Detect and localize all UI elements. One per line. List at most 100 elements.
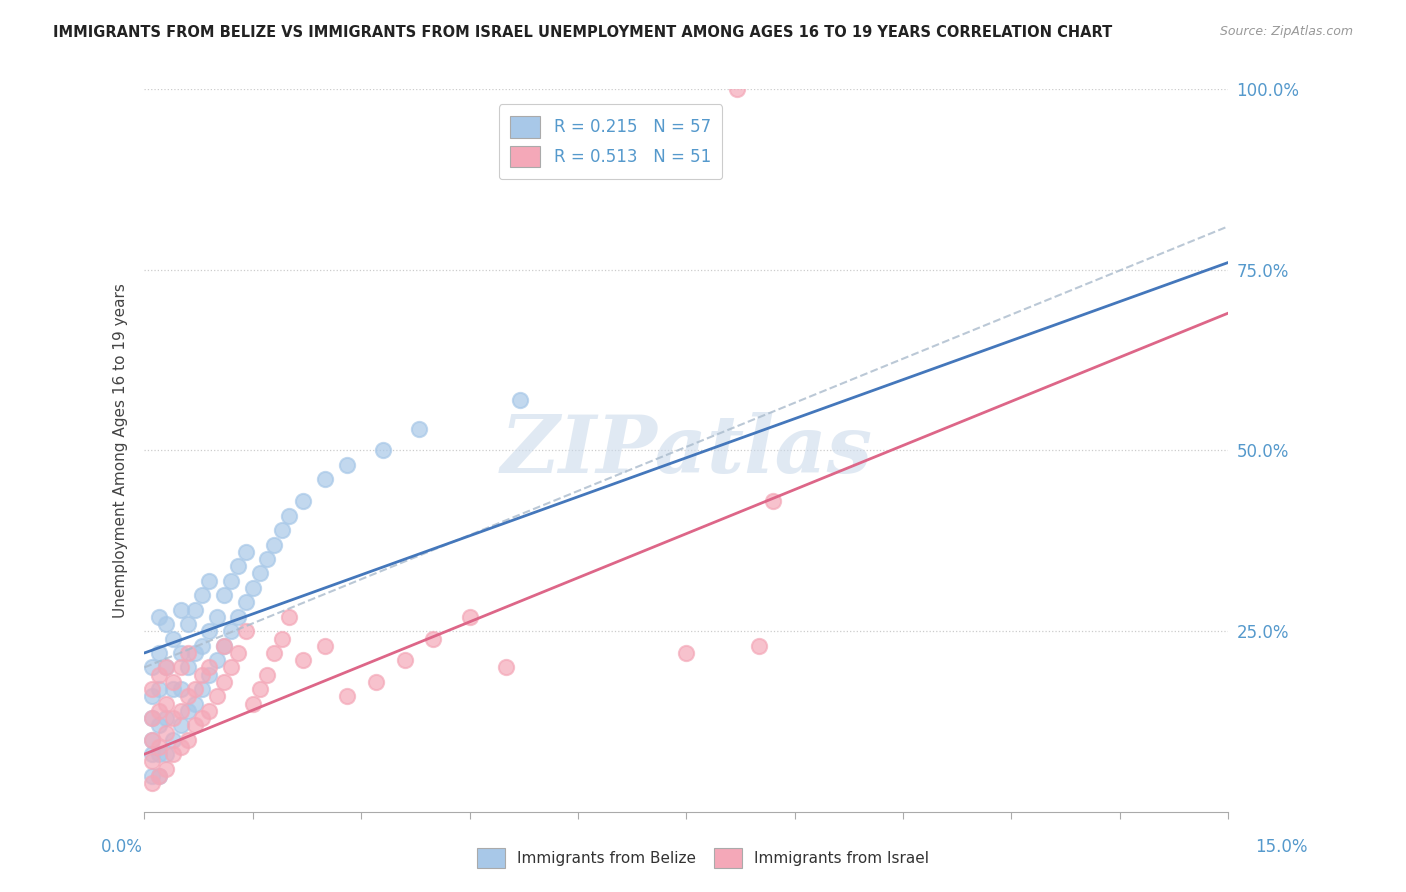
Point [148,739,170,754]
Point [177,704,200,718]
Point [148,769,170,783]
Point [169,660,191,674]
Point [277,610,299,624]
Point [169,602,191,616]
Point [314,472,336,486]
Point [509,392,531,407]
Point [219,660,242,674]
Point [162,747,184,762]
Point [169,646,191,660]
Point [270,632,292,646]
Point [169,739,191,754]
Point [198,660,221,674]
Point [314,639,336,653]
Point [675,646,697,660]
Point [256,552,278,566]
Point [141,682,163,697]
Point [191,588,214,602]
Point [141,732,163,747]
Point [228,559,250,574]
Point [364,674,387,689]
Point [205,610,228,624]
Point [148,682,170,697]
Point [198,574,221,588]
Point [162,711,184,725]
Point [249,566,271,581]
Point [177,646,200,660]
Point [219,574,242,588]
Point [155,711,177,725]
Point [148,704,170,718]
Point [263,537,285,551]
Point [155,725,177,739]
Point [191,711,214,725]
Point [148,747,170,762]
Point [148,667,170,681]
Point [270,523,292,537]
Point [725,82,748,96]
Point [155,660,177,674]
Point [495,660,517,674]
Point [184,697,207,711]
Point [198,704,221,718]
Text: 15.0%: 15.0% [1256,838,1308,856]
Point [141,776,163,790]
Point [219,624,242,639]
Point [371,443,394,458]
Point [336,458,359,472]
Point [141,690,163,704]
Point [141,711,163,725]
Point [184,682,207,697]
Point [277,508,299,523]
Point [141,755,163,769]
Point [256,667,278,681]
Point [184,602,207,616]
Point [141,732,163,747]
Point [205,690,228,704]
Point [148,769,170,783]
Point [198,667,221,681]
Point [191,639,214,653]
Point [155,617,177,632]
Point [249,682,271,697]
Point [458,610,481,624]
Point [408,422,430,436]
Point [169,704,191,718]
Point [162,674,184,689]
Point [242,581,264,595]
Point [198,624,221,639]
Point [141,769,163,783]
Point [212,674,235,689]
Point [191,682,214,697]
Point [177,660,200,674]
Point [148,718,170,732]
Point [212,639,235,653]
Legend: Immigrants from Belize, Immigrants from Israel: Immigrants from Belize, Immigrants from … [471,842,935,873]
Point [169,718,191,732]
Point [228,610,250,624]
Point [141,711,163,725]
Point [155,747,177,762]
Point [148,646,170,660]
Point [155,762,177,776]
Text: Source: ZipAtlas.com: Source: ZipAtlas.com [1219,25,1353,38]
Point [235,624,257,639]
Point [184,718,207,732]
Point [191,667,214,681]
Point [292,494,315,508]
Point [422,632,444,646]
Point [336,690,359,704]
Point [292,653,315,667]
Point [748,639,770,653]
Point [177,732,200,747]
Text: 0.0%: 0.0% [101,838,143,856]
Point [155,697,177,711]
Point [177,617,200,632]
Point [228,646,250,660]
Point [394,653,416,667]
Point [162,682,184,697]
Point [148,610,170,624]
Point [162,732,184,747]
Point [205,653,228,667]
Point [155,660,177,674]
